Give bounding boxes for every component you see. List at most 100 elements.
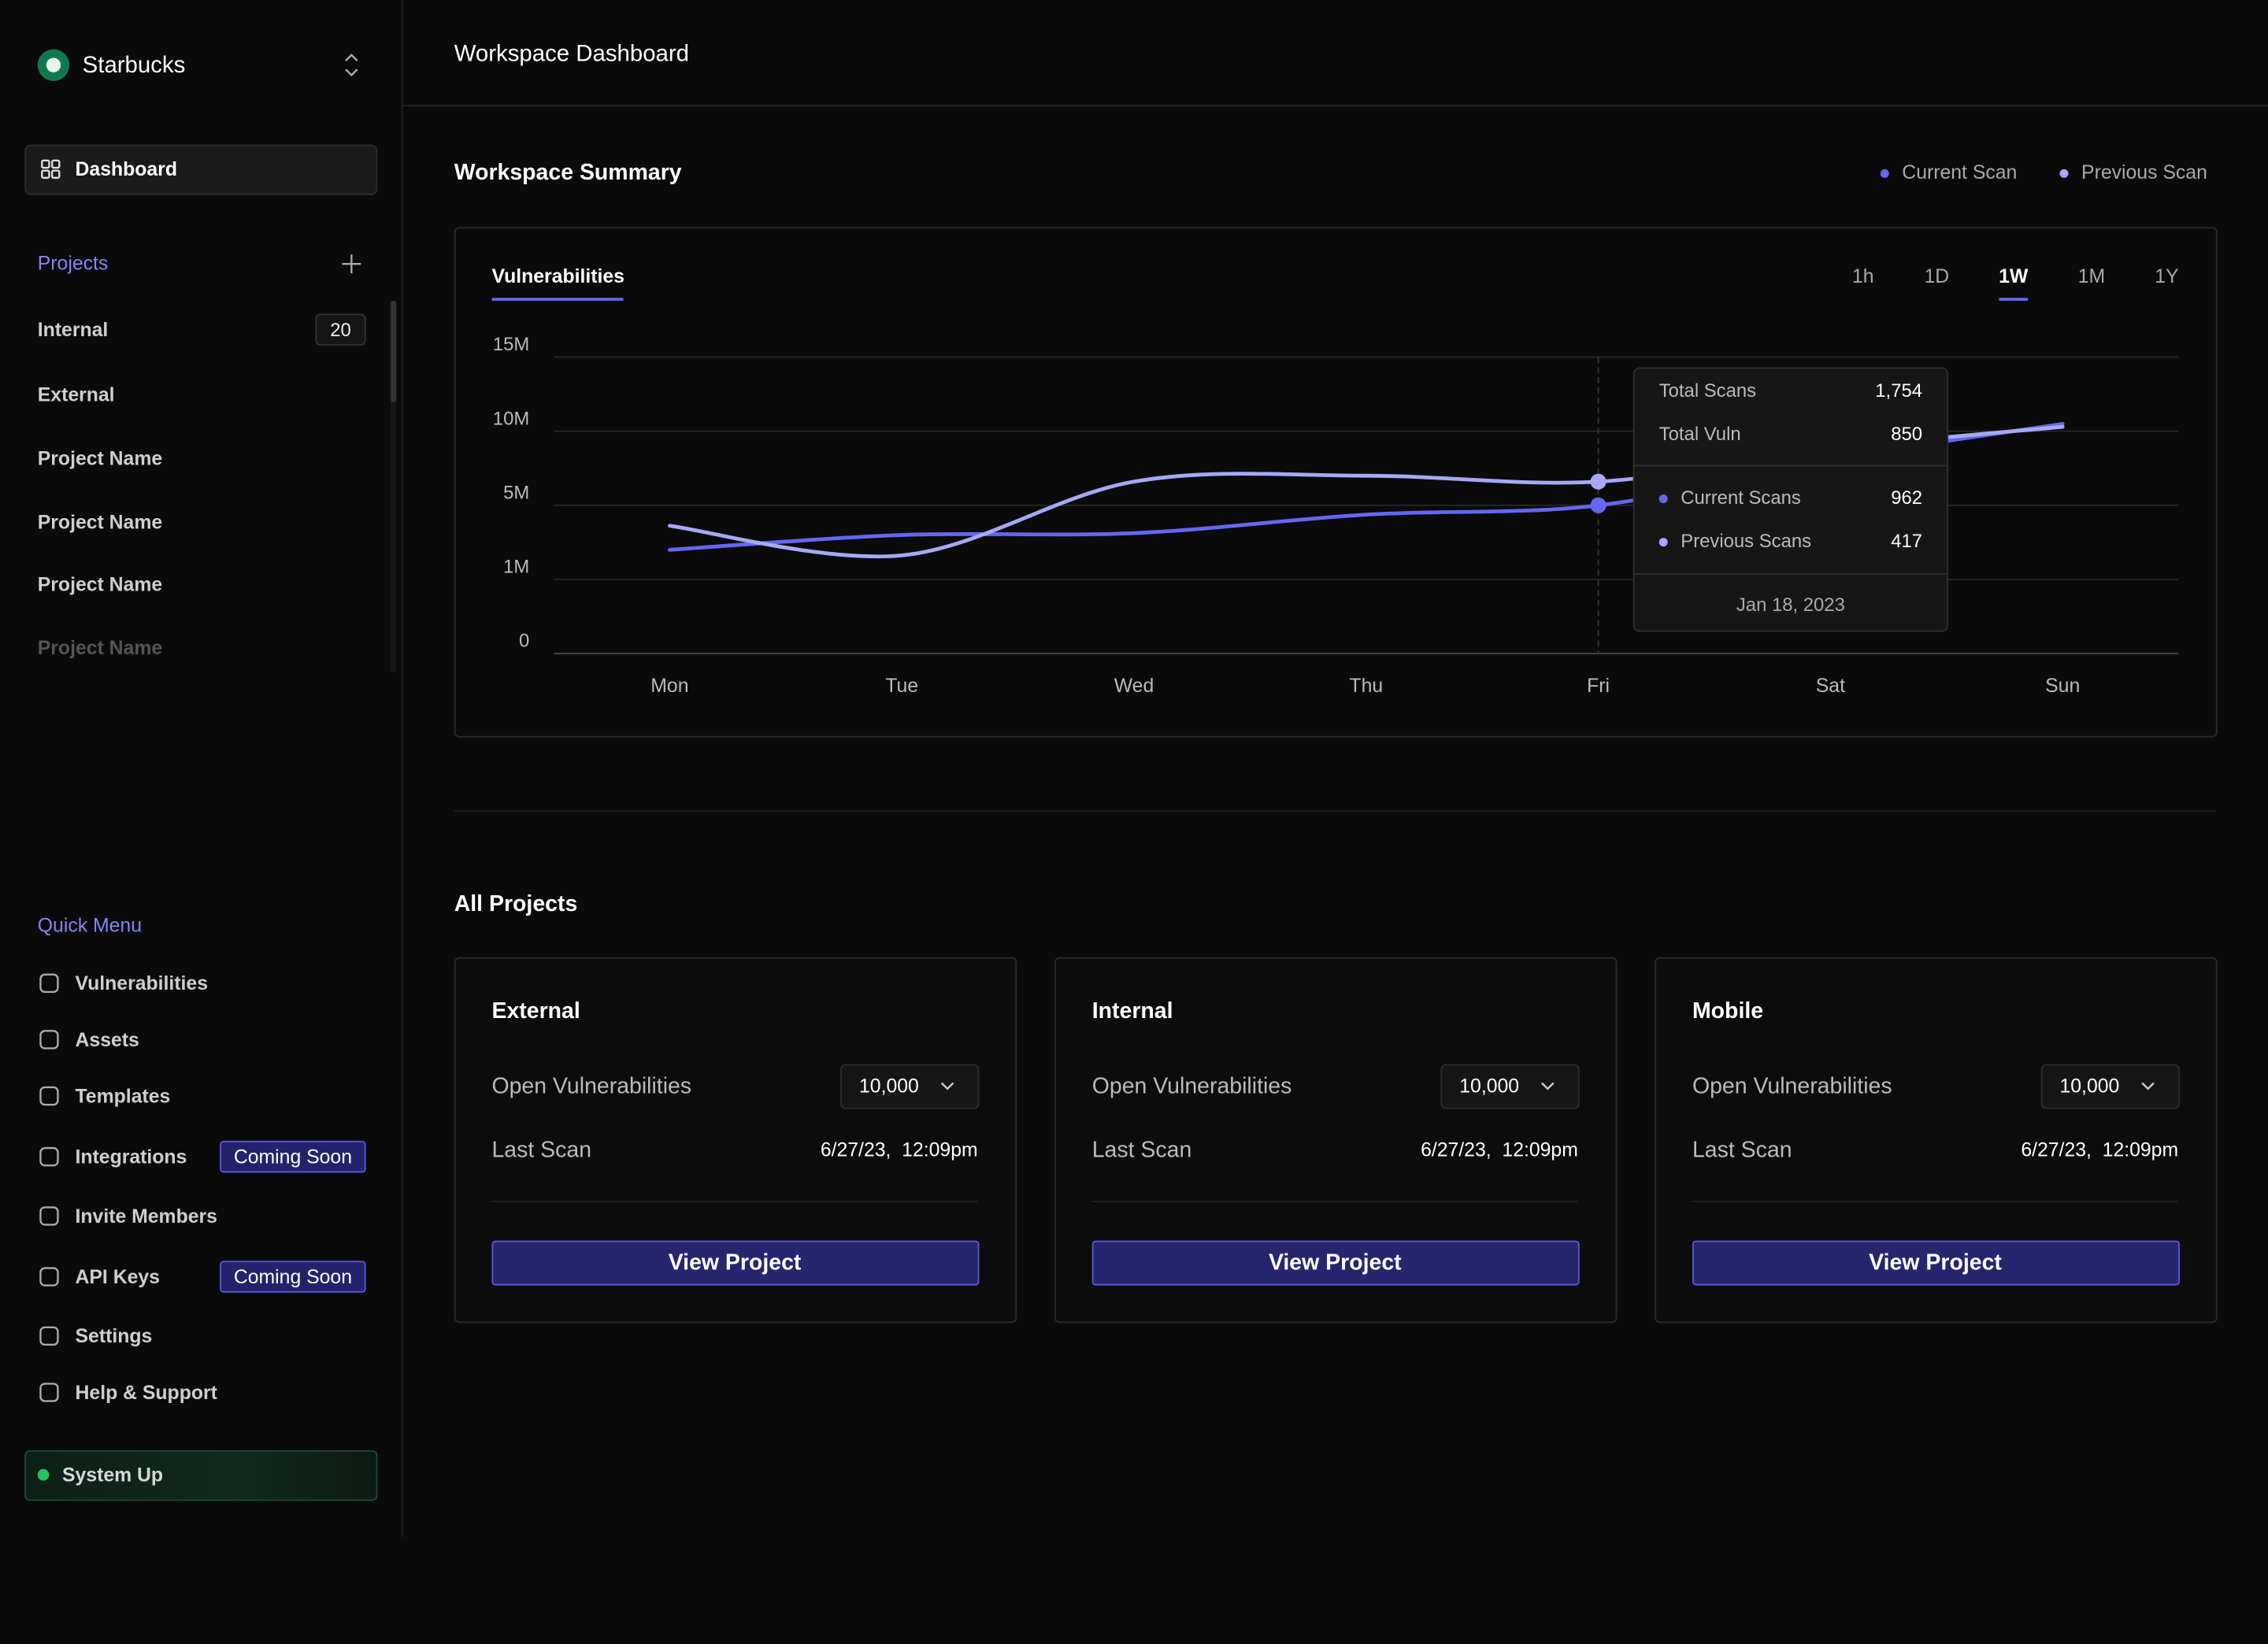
select-value: 10,000 [2060, 1076, 2120, 1098]
x-tick-label: Mon [650, 676, 688, 697]
card-label: Open Vulnerabilities [1692, 1073, 1892, 1098]
workspace-name[interactable]: Starbucks [83, 52, 186, 78]
switch-icon[interactable] [345, 54, 358, 77]
x-tick-label: Wed [1114, 676, 1154, 697]
logo-inner [46, 57, 61, 72]
x-tick-label: Sat [1816, 676, 1845, 697]
card-value: 6/27/23, 12:09pm [2021, 1139, 2178, 1161]
page-title: Workspace Dashboard [454, 41, 689, 67]
project-item[interactable]: Internal [38, 320, 109, 341]
tooltip-label: Total Scans [1659, 380, 1756, 402]
card-value: 6/27/23, 12:09pm [821, 1139, 978, 1161]
tooltip-value: 962 [1891, 487, 1922, 509]
range-option[interactable]: 1h [1852, 266, 1874, 287]
menu-icon [39, 1383, 59, 1402]
chart-tab[interactable]: Vulnerabilities [491, 266, 624, 287]
menu-item[interactable]: API Keys [76, 1267, 160, 1288]
menu-item[interactable]: Vulnerabilities [76, 973, 208, 994]
menu-icon [39, 1086, 59, 1106]
menu-icon [39, 1267, 59, 1287]
hover-point [1590, 473, 1606, 490]
tooltip-label: Previous Scans [1681, 531, 1811, 552]
menu-item[interactable]: Invite Members [76, 1206, 217, 1227]
select-box[interactable] [2040, 1064, 2180, 1109]
add-project[interactable] [342, 254, 361, 274]
card-value: 6/27/23, 12:09pm [1421, 1139, 1578, 1161]
button-label[interactable]: View Project [1269, 1250, 1402, 1276]
status-box [24, 1450, 378, 1501]
range-option[interactable]: 1M [2078, 266, 2105, 287]
y-tick-label: 1M [503, 557, 529, 578]
menu-icon [39, 1146, 59, 1167]
tooltip-label: Total Vuln [1659, 424, 1741, 445]
card-title: Internal [1092, 998, 1173, 1024]
view-button[interactable] [1692, 1240, 2180, 1286]
x-tick-label: Fri [1587, 676, 1610, 697]
select-value: 10,000 [859, 1076, 919, 1098]
status-label: System Up [62, 1465, 163, 1487]
dashboard-icon [41, 159, 61, 180]
scroll-thumb[interactable] [390, 300, 397, 402]
card-label: Open Vulnerabilities [1092, 1073, 1292, 1098]
menu-icon [39, 1206, 59, 1226]
legend-dot [1880, 168, 1889, 178]
view-button[interactable] [491, 1240, 980, 1286]
nav-label[interactable]: Dashboard [76, 159, 177, 180]
x-tick-label: Sun [2045, 676, 2080, 697]
button-label[interactable]: View Project [669, 1250, 802, 1276]
menu-item[interactable]: Help & Support [76, 1383, 217, 1404]
menu-icon [39, 1030, 59, 1050]
project-item[interactable]: Project Name [38, 449, 162, 470]
legend-label: Previous Scan [2081, 162, 2207, 183]
project-item[interactable]: Project Name [38, 512, 162, 533]
project-item[interactable]: Project Name [38, 574, 162, 595]
select-chevron [2141, 1082, 2155, 1090]
y-tick-label: 15M [493, 334, 529, 355]
menu-icon [39, 973, 59, 993]
card-label: Last Scan [1092, 1137, 1192, 1162]
status-dot [37, 1468, 50, 1481]
button-label[interactable]: View Project [1869, 1250, 2002, 1276]
select-value: 10,000 [1459, 1076, 1519, 1098]
select-chevron [940, 1082, 954, 1090]
badge-label: Coming Soon [234, 1147, 352, 1168]
range-option[interactable]: 1W [1999, 266, 2029, 287]
hover-point [1590, 497, 1606, 513]
menu-item[interactable]: Assets [76, 1030, 139, 1051]
menu-item[interactable]: Templates [76, 1086, 171, 1107]
nav-active[interactable] [24, 144, 378, 195]
tooltip-dot [1658, 494, 1668, 504]
badge [220, 1261, 366, 1293]
chart-frame [454, 227, 2218, 738]
range-option[interactable]: 1Y [2155, 266, 2178, 287]
view-button[interactable] [1091, 1240, 1580, 1286]
count-label: 20 [330, 320, 351, 341]
card-label: Last Scan [1692, 1137, 1792, 1162]
project-card [1054, 957, 1618, 1324]
badge-label: Coming Soon [234, 1267, 352, 1288]
section-title: All Projects [454, 891, 578, 916]
select-box[interactable] [840, 1064, 980, 1109]
project-card [454, 957, 1017, 1324]
menu-item[interactable]: Integrations [76, 1147, 187, 1168]
tooltip-value: 1,754 [1875, 380, 1922, 402]
project-card [1655, 957, 2218, 1324]
menu-item[interactable]: Settings [76, 1326, 153, 1347]
legend-label: Current Scan [1902, 162, 2017, 183]
range-underline [1999, 298, 2029, 301]
x-tick-label: Tue [885, 676, 918, 697]
section-label: Quick Menu [38, 916, 142, 937]
range-option[interactable]: 1D [1925, 266, 1950, 287]
card-label: Open Vulnerabilities [491, 1073, 691, 1098]
card-title: External [491, 998, 580, 1024]
y-tick-label: 10M [493, 408, 529, 429]
legend-dot [2059, 168, 2069, 178]
select-box[interactable] [1440, 1064, 1580, 1109]
project-item[interactable]: Project Name [38, 638, 162, 659]
card-label: Last Scan [491, 1137, 591, 1162]
project-item[interactable]: External [38, 385, 115, 406]
